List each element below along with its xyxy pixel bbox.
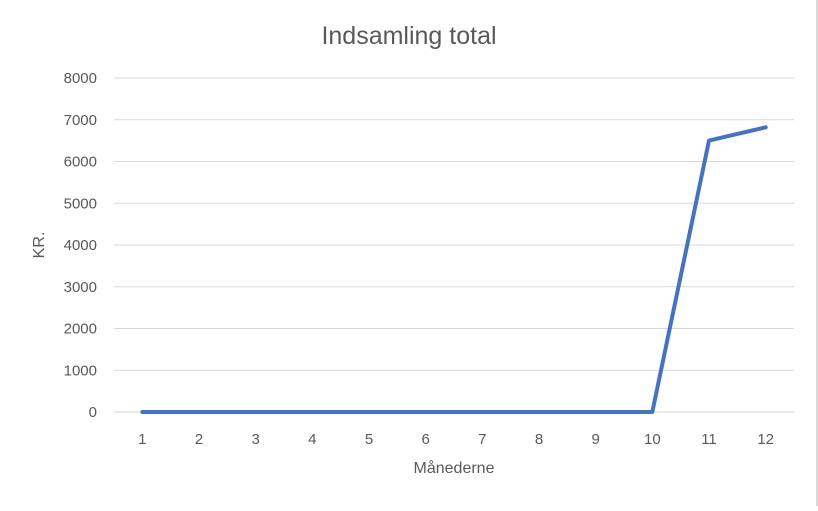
y-tick-label: 0 (89, 404, 97, 421)
y-tick-label: 5000 (64, 195, 97, 212)
x-axis-label: Månederne (414, 459, 495, 477)
x-tick-label: 4 (308, 431, 316, 448)
y-axis-label: KR. (31, 232, 48, 259)
gridlines (114, 78, 794, 412)
x-tick-label: 10 (644, 431, 661, 448)
y-tick-label: 6000 (64, 154, 97, 171)
x-tick-label: 3 (251, 431, 259, 448)
y-tick-label: 8000 (64, 70, 97, 87)
x-tick-label: 1 (138, 431, 146, 448)
series-layer (142, 127, 766, 412)
y-tick-label: 3000 (64, 279, 97, 296)
x-tick-label: 2 (195, 431, 203, 448)
y-tick-label: 4000 (64, 237, 97, 254)
x-tick-label: 8 (535, 431, 543, 448)
x-tick-label: 11 (701, 431, 717, 448)
chart-title: Indsamling total (321, 22, 496, 50)
x-tick-label: 12 (757, 431, 774, 448)
y-tick-label: 7000 (64, 112, 97, 129)
y-axis-ticks: 0 1000 2000 3000 4000 5000 6000 7000 8000 (64, 70, 97, 421)
x-tick-label: 9 (591, 431, 599, 448)
y-tick-label: 2000 (64, 321, 97, 338)
x-tick-label: 5 (365, 431, 373, 448)
y-tick-label: 1000 (64, 362, 97, 379)
x-tick-label: 7 (478, 431, 486, 448)
series-line (142, 127, 765, 412)
x-tick-label: 6 (421, 431, 429, 448)
